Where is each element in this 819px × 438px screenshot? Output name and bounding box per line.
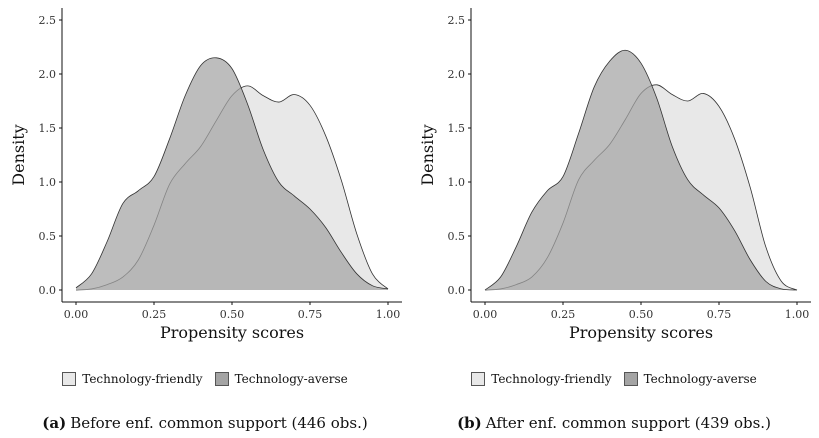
legend-item-technology-friendly: Technology-friendly [471, 372, 612, 386]
caption-a: (a) Before enf. common support (446 obs.) [0, 414, 410, 432]
legend-item-technology-averse: Technology-averse [214, 372, 348, 386]
legend-label: Technology-averse [643, 372, 757, 386]
x-tick-label: 0.00 [64, 308, 89, 321]
y-tick-label: 1.0 [448, 176, 466, 189]
legend-a: Technology-friendly Technology-averse [0, 372, 410, 386]
legend-label: Technology-friendly [82, 372, 203, 386]
caption-text: After enf. common support (439 obs.) [485, 414, 771, 432]
legend-label: Technology-averse [234, 372, 348, 386]
caption-text: Before enf. common support (446 obs.) [70, 414, 368, 432]
x-tick-label: 0.50 [629, 308, 654, 321]
y-tick-label: 0.0 [39, 284, 57, 297]
legend-item-technology-averse: Technology-averse [623, 372, 757, 386]
density-line-technology-averse [75, 57, 389, 290]
caption-b: (b) After enf. common support (439 obs.) [409, 414, 819, 432]
x-tick-label: 0.25 [551, 308, 576, 321]
y-tick-label: 2.0 [39, 68, 57, 81]
density-area-technology-averse [76, 57, 388, 290]
legend-swatch-technology-friendly [471, 372, 486, 386]
y-axis-label: Density [9, 124, 28, 185]
panel-b: 0.0 0.5 1.0 1.5 2.0 2.5 0.00 0.25 0.50 0.75 1.00 Pr… [409, 0, 819, 438]
density-chart-a: 0.0 0.5 1.0 1.5 2.0 2.5 0.00 0.25 0.50 0.75 1.00 Pr… [9, 8, 402, 342]
x-axis-label: Propensity scores [569, 323, 713, 342]
y-tick-label: 1.5 [448, 122, 466, 135]
legend-item-technology-friendly: Technology-friendly [62, 372, 203, 386]
legend-swatch-technology-friendly [62, 372, 77, 386]
y-tick-label: 0.5 [39, 230, 57, 243]
panel-label: (b) [457, 414, 482, 432]
y-axis-label: Density [418, 124, 437, 185]
x-tick-label: 0.50 [220, 308, 245, 321]
y-tick-label: 0.0 [448, 284, 466, 297]
y-tick-label: 2.5 [448, 14, 466, 27]
x-tick-label: 0.75 [298, 308, 323, 321]
y-tick-label: 2.0 [448, 68, 466, 81]
y-tick-label: 0.5 [448, 230, 466, 243]
legend-b: Technology-friendly Technology-averse [409, 372, 819, 386]
x-tick-label: 0.75 [707, 308, 732, 321]
legend-swatch-technology-averse [214, 372, 229, 386]
x-tick-label: 1.00 [785, 308, 810, 321]
density-line-technology-averse [484, 49, 798, 291]
y-tick-label: 1.0 [39, 176, 57, 189]
panel-label: (a) [42, 414, 67, 432]
density-chart-b: 0.0 0.5 1.0 1.5 2.0 2.5 0.00 0.25 0.50 0.75 1.00 Pr… [418, 8, 811, 342]
y-tick-label: 1.5 [39, 122, 57, 135]
legend-label: Technology-friendly [491, 372, 612, 386]
density-area-technology-averse [485, 50, 797, 291]
x-axis-label: Propensity scores [160, 323, 304, 342]
legend-swatch-technology-averse [623, 372, 638, 386]
panel-a: 0.0 0.5 1.0 1.5 2.0 2.5 0.00 0.25 0.50 0.75 1.00 Pr… [0, 8, 410, 432]
x-tick-label: 0.25 [142, 308, 167, 321]
x-tick-label: 0.00 [473, 308, 498, 321]
y-tick-label: 2.5 [39, 14, 57, 27]
x-tick-label: 1.00 [376, 308, 401, 321]
